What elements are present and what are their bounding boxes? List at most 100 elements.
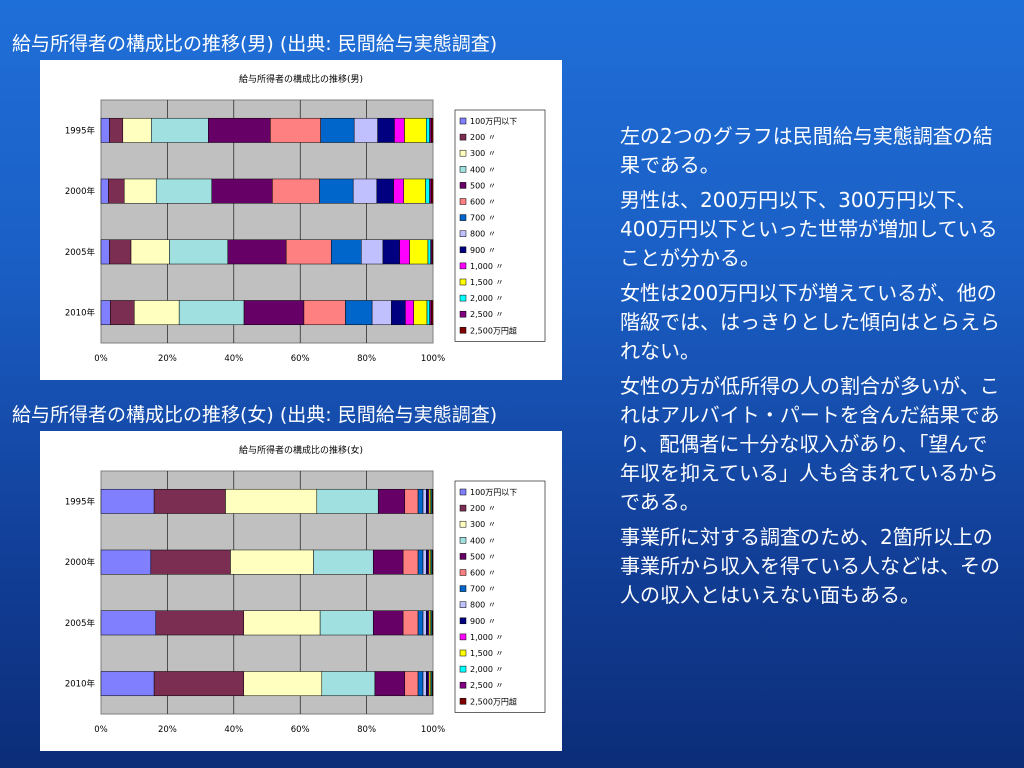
- female-chart-bar-segment: [374, 671, 406, 697]
- male-chart-category-label: 1995年: [65, 125, 96, 136]
- female-chart-legend-label: 600 〃: [470, 569, 496, 578]
- male-chart-category-label: 2010年: [65, 308, 96, 319]
- chart-male: 給与所得者の構成比の推移(男) 0% 20% 40% 60% 80% 100% 1995年 20…: [40, 60, 562, 380]
- male-chart-bar-segment: [399, 239, 410, 265]
- male-chart-bar-segment: [303, 300, 346, 326]
- male-chart-legend-label: 1,500 〃: [470, 278, 503, 287]
- male-chart-legend-swatch: [459, 310, 467, 318]
- female-chart-legend-swatch: [459, 698, 467, 705]
- female-chart-legend-swatch: [459, 681, 467, 689]
- male-chart-bar-segment: [100, 178, 109, 204]
- female-chart-legend-swatch: [459, 665, 467, 673]
- female-chart-legend-label: 500 〃: [470, 552, 496, 561]
- male-chart-legend-swatch: [459, 294, 467, 302]
- male-chart-bar-segment: [413, 300, 428, 326]
- male-chart-bar-segment: [330, 239, 362, 265]
- female-chart-bar-segment: [316, 488, 379, 514]
- female-chart-bar-segment: [100, 488, 155, 514]
- male-chart-bar-segment: [319, 178, 354, 204]
- male-chart-bar-segment: [353, 117, 378, 143]
- female-chart-bar-segment: [432, 610, 434, 636]
- female-chart-legend-label: 1,500 〃: [470, 649, 503, 658]
- female-chart-bar-segment: [372, 610, 404, 636]
- male-chart-bar-segment: [109, 239, 132, 265]
- female-chart-xtick-label: 0%: [94, 725, 108, 735]
- female-chart-bar-segment: [230, 549, 314, 575]
- male-chart-bar-segment: [429, 117, 432, 143]
- female-chart-bar-segment: [372, 549, 404, 575]
- female-chart-bar-segment: [432, 671, 434, 697]
- paragraph-2: 男性は、200万円以下、300万円以下、400万円以下といった世帯が増加している…: [620, 188, 998, 270]
- male-chart-title: 給与所得者の構成比の推移(男): [239, 73, 363, 85]
- male-chart-category-label: 2000年: [65, 186, 96, 197]
- female-chart-bar-segment: [422, 549, 427, 575]
- chart-male-svg: 給与所得者の構成比の推移(男) 0% 20% 40% 60% 80% 100% 1995年 20…: [65, 73, 546, 364]
- female-chart-bar-segment: [422, 671, 427, 697]
- male-chart-legend-label: 300 〃: [470, 149, 496, 158]
- female-chart-xtick-label: 60%: [291, 725, 310, 735]
- male-chart-bar-segment: [320, 117, 355, 143]
- male-chart-xtick-label: 20%: [158, 354, 177, 364]
- female-chart-legend-swatch: [459, 585, 467, 592]
- female-chart-xtick-label: 40%: [224, 725, 243, 735]
- male-chart-bar-segment: [110, 300, 135, 326]
- male-chart-legend-swatch: [459, 230, 467, 237]
- male-chart-bar-segment: [431, 239, 434, 265]
- female-chart-legend-swatch: [459, 504, 467, 512]
- paragraph-5: 事業所に対する調査のため、2箇所以上の事業所から収入を得ている人などは、その人の…: [620, 525, 1000, 607]
- male-chart-xtick-label: 100%: [421, 354, 445, 364]
- male-chart-bar-segment: [178, 300, 245, 326]
- female-chart-bar-segment: [100, 671, 155, 697]
- female-chart-legend-swatch: [459, 601, 467, 608]
- male-chart-legend-swatch: [459, 166, 467, 173]
- male-chart-legend-swatch: [459, 214, 467, 221]
- male-chart-legend-label: 400 〃: [470, 165, 496, 174]
- female-chart-legend-label: 900 〃: [470, 617, 496, 626]
- male-chart-bar-segment: [155, 178, 213, 204]
- female-chart-category-label: 2000年: [65, 557, 96, 568]
- female-chart-bar-segment: [402, 549, 419, 575]
- female-chart-legend-swatch: [459, 537, 467, 544]
- male-chart-legend-label: 2,500 〃: [470, 310, 503, 319]
- male-chart-category-label: 2005年: [65, 247, 96, 258]
- female-chart-legend-swatch: [459, 488, 467, 496]
- female-chart-bar-segment: [432, 488, 434, 514]
- male-chart-bar-segment: [426, 117, 430, 143]
- male-chart-legend-swatch: [459, 133, 467, 141]
- chart-female: 給与所得者の構成比の推移(女) 0% 20% 40% 60% 80% 100% 1995年 20…: [40, 431, 562, 751]
- female-chart-bar-segment: [150, 549, 231, 575]
- male-chart-bar-segment: [227, 239, 287, 265]
- male-chart-legend-label: 700 〃: [470, 214, 496, 223]
- male-chart-bar-segment: [345, 300, 373, 326]
- male-chart-bar-segment: [169, 239, 229, 265]
- male-chart-bar-segment: [108, 178, 125, 204]
- female-chart-legend-label: 100万円以下: [470, 488, 517, 497]
- female-chart-legend-label: 1,000 〃: [470, 633, 503, 642]
- male-chart-bar-segment: [134, 300, 180, 326]
- male-chart-legend-swatch: [459, 149, 467, 157]
- male-chart-xtick-label: 80%: [357, 354, 376, 364]
- male-chart-legend: [454, 109, 546, 342]
- paragraph-1: 左の2つのグラフは民間給与実態調査の結果である。: [620, 124, 993, 177]
- paragraph-3: 女性は200万円以下が増えているが、他の階級では、はっきりとした傾向はとらえられ…: [620, 281, 1000, 363]
- male-chart-bar-segment: [361, 239, 384, 265]
- male-chart-legend-swatch: [459, 182, 467, 189]
- female-chart-bar-segment: [404, 671, 419, 697]
- female-chart-bar-segment: [243, 671, 323, 697]
- male-chart-legend-label: 100万円以下: [470, 117, 517, 126]
- female-chart-bar-segment: [153, 671, 245, 697]
- female-chart-bar-segment: [417, 671, 424, 697]
- female-chart-bar-segment: [321, 671, 376, 697]
- female-chart-legend-swatch: [459, 520, 467, 528]
- male-chart-legend-swatch: [459, 117, 467, 125]
- male-chart-legend-label: 2,500万円超: [470, 325, 517, 335]
- female-chart-legend-label: 2,000 〃: [470, 665, 503, 674]
- male-chart-xtick-label: 60%: [291, 354, 310, 364]
- male-chart-bar-segment: [130, 239, 170, 265]
- male-chart-bar-segment: [431, 117, 434, 143]
- male-chart-bar-segment: [371, 300, 392, 326]
- female-chart-legend-swatch: [459, 633, 467, 641]
- female-chart-bar-segment: [417, 488, 424, 514]
- female-chart-xtick-label: 20%: [158, 725, 177, 735]
- chart-title-male: 給与所得者の構成比の推移(男) (出典: 民間給与実態調査): [12, 33, 498, 55]
